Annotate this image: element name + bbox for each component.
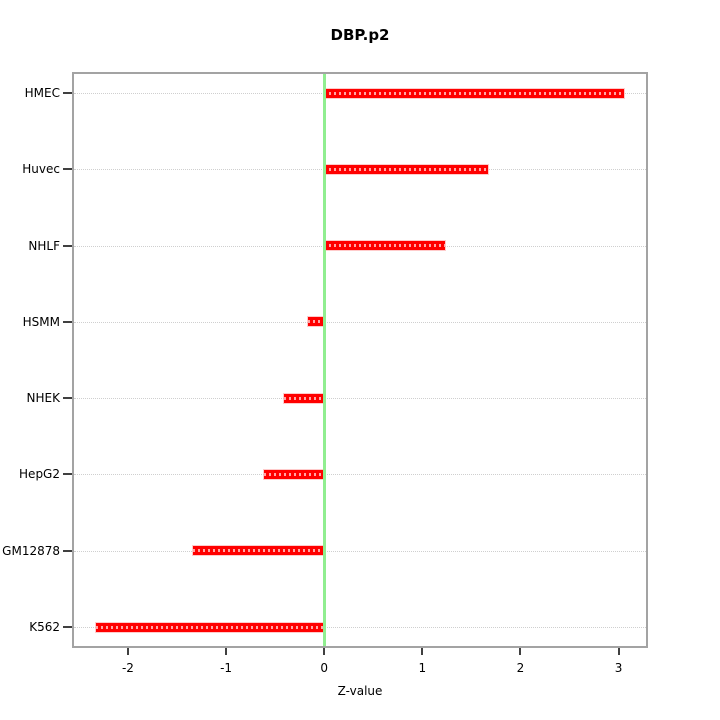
bar-dash-overlay: [324, 91, 625, 95]
bar-hepg2: [264, 469, 325, 479]
y-axis-label-gm12878: GM12878: [2, 543, 60, 558]
x-tick: [617, 648, 620, 655]
y-axis-label-k562: K562: [29, 620, 60, 634]
chart-title: DBP.p2: [330, 26, 390, 44]
x-tick: [519, 648, 522, 655]
bar-hmec: [324, 88, 625, 98]
x-tick: [421, 648, 424, 655]
gridline: [74, 474, 646, 476]
bar-dash-overlay: [307, 320, 325, 324]
plot-area: [72, 72, 648, 648]
x-tick-label: 0: [320, 661, 328, 675]
bar-nhek: [283, 393, 325, 403]
zero-line: [323, 74, 327, 646]
x-tick-label: -1: [220, 661, 233, 675]
y-axis-label-hmec: HMEC: [24, 86, 60, 100]
x-tick-label: 1: [418, 661, 427, 675]
y-axis-label-hsmm: HSMM: [22, 314, 60, 329]
x-tick-label: 2: [516, 661, 525, 675]
y-tick: [63, 473, 72, 476]
y-tick: [63, 168, 72, 171]
y-tick: [63, 549, 72, 552]
gridline: [74, 321, 646, 323]
bar-k562: [95, 622, 325, 632]
x-tick: [323, 648, 326, 655]
x-tick-label: 3: [614, 661, 623, 675]
bar-huvec: [324, 164, 489, 174]
gridline: [74, 550, 646, 552]
bar-dash-overlay: [324, 244, 445, 248]
y-tick: [63, 244, 72, 247]
y-tick: [63, 320, 72, 323]
x-tick: [225, 648, 228, 655]
bar-dash-overlay: [95, 625, 325, 629]
gridline: [74, 398, 646, 400]
x-tick-label: -2: [121, 661, 134, 675]
bar-dash-overlay: [283, 396, 325, 400]
y-tick: [63, 626, 72, 628]
bar-gm12878: [192, 546, 325, 556]
x-axis-label: Z-value: [337, 684, 383, 698]
y-tick: [63, 92, 72, 94]
y-axis-label-hepg2: HepG2: [19, 467, 60, 482]
bar-dash-overlay: [192, 549, 325, 553]
y-axis-label-nhek: NHEK: [26, 391, 60, 406]
y-axis-label-nhlf: NHLF: [28, 238, 60, 253]
y-axis-label-huvec: Huvec: [22, 162, 60, 177]
bar-hsmm: [307, 317, 325, 327]
x-tick: [126, 648, 129, 655]
y-tick: [63, 397, 72, 400]
bar-dash-overlay: [264, 472, 325, 476]
bar-nhlf: [324, 241, 445, 251]
gridline: [74, 627, 646, 628]
bar-dash-overlay: [324, 167, 489, 171]
